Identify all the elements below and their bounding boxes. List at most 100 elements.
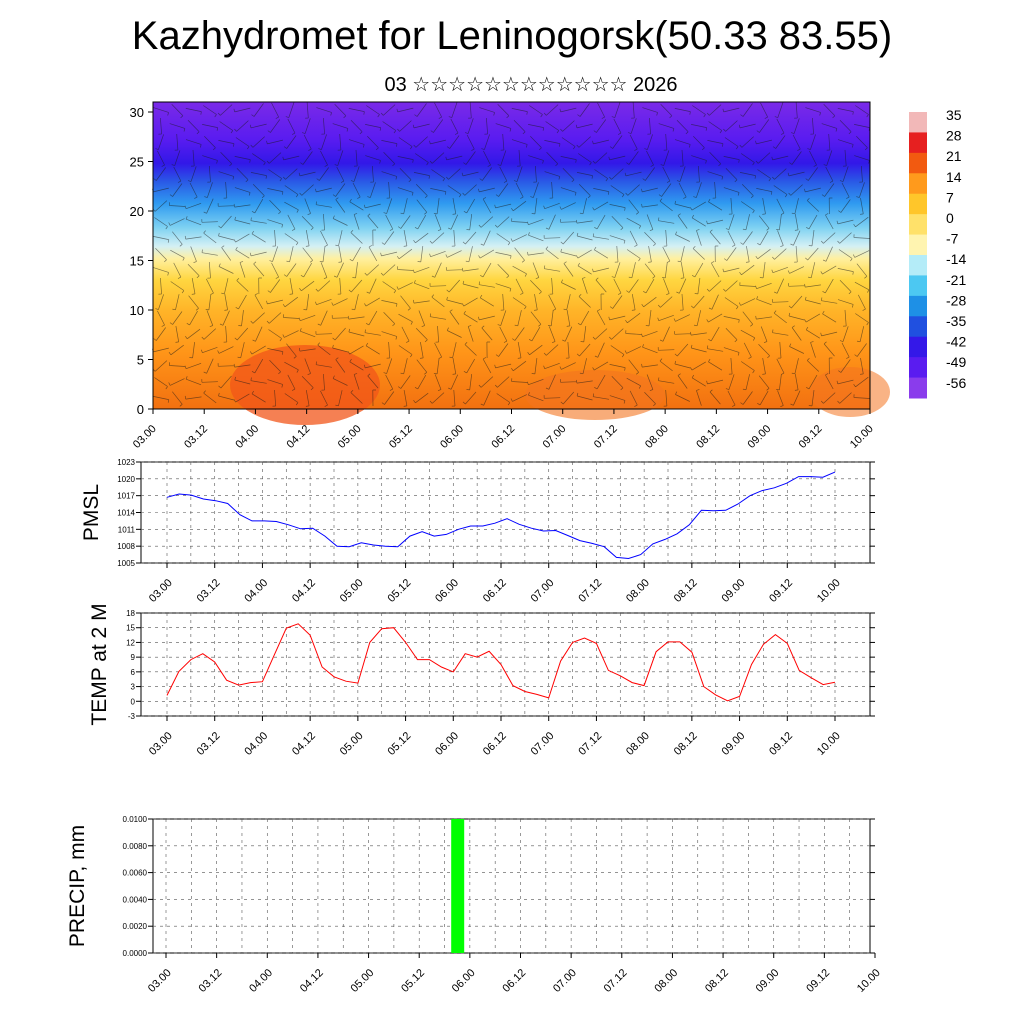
pmsl-y-axis-label: PMSL [80, 484, 103, 541]
colorbar-label: 14 [946, 169, 962, 185]
heatmap-x-tick-label: 03.12 [182, 423, 210, 451]
chart-subtitle: 03 ☆☆☆☆☆☆☆☆☆☆☆☆ 2026 [384, 74, 678, 96]
pmsl-y-tick-label: 1011 [118, 525, 136, 534]
colorbar-swatch [909, 295, 927, 317]
heatmap-y-tick-label: 30 [130, 105, 144, 120]
colorbar-swatch [909, 234, 927, 256]
temp-x-tick-label: 06.00 [433, 730, 461, 758]
precip-x-tick-label: 09.12 [804, 967, 832, 995]
temp-y-tick-label: 9 [131, 653, 136, 662]
colorbar-swatch [909, 214, 927, 236]
colorbar-label: 21 [946, 148, 962, 164]
pmsl-x-tick-label: 08.00 [624, 577, 652, 605]
precip-frame [152, 818, 871, 954]
warm-surface-blob [230, 345, 380, 425]
colorbar-label: -21 [946, 272, 966, 288]
precip-x-tick-label: 06.00 [450, 967, 478, 995]
pmsl-x-tick-label: 09.00 [719, 577, 747, 605]
heatmap-x-tick-label: 07.00 [541, 423, 569, 451]
colorbar-swatch [909, 275, 927, 297]
precip-x-tick-label: 03.00 [146, 967, 174, 995]
pmsl-x-tick-label: 10.00 [815, 577, 843, 605]
wind-barb-lines [152, 101, 871, 408]
colorbar-swatch [909, 377, 927, 399]
temp-y-tick-label: 12 [126, 638, 135, 647]
heatmap-y-tick-label: 15 [130, 254, 144, 269]
temp-x-tick-label: 09.00 [719, 730, 747, 758]
precip-y-tick-label: 0.0040 [123, 895, 148, 904]
precip-y-tick-label: 0.0020 [123, 922, 148, 931]
colorbar-label: 0 [946, 210, 954, 226]
temp-x-tick-label: 09.12 [767, 730, 795, 758]
colorbar-swatch [909, 152, 927, 174]
colorbar-swatch [909, 357, 927, 379]
temp-y-tick-label: 6 [131, 668, 136, 677]
temp-y-tick-label: 18 [126, 609, 135, 618]
colorbar-label: -14 [946, 251, 966, 267]
colorbar-label: -56 [946, 375, 966, 391]
heatmap-x-tick-label: 06.00 [438, 423, 466, 451]
pmsl-x-tick-label: 05.12 [385, 577, 413, 605]
temp-y-axis-label: TEMP at 2 M [88, 603, 111, 725]
warm-surface-blob [525, 370, 665, 420]
precip-bar [451, 819, 465, 953]
precip-x-tick-label: 06.12 [500, 967, 528, 995]
heatmap-y-tick-label: 25 [130, 155, 144, 170]
precip-x-tick-label: 10.00 [855, 967, 883, 995]
pmsl-series-line [166, 471, 836, 560]
precip-x-tick-label: 09.00 [754, 967, 782, 995]
chart-title: Kazhydromet for Leninogorsk(50.33 83.55) [131, 14, 893, 58]
pmsl-x-tick-label: 09.12 [767, 577, 795, 605]
pmsl-y-tick-label: 1017 [117, 492, 135, 501]
colorbar-label: -7 [946, 231, 959, 247]
colorbar-swatch [909, 112, 927, 133]
pmsl-y-tick-label: 1008 [117, 542, 135, 551]
pmsl-x-tick-label: 06.00 [433, 577, 461, 605]
colorbar-swatch [909, 336, 927, 358]
temp-grid [141, 612, 870, 717]
precip-grid [153, 818, 870, 954]
colorbar-label: -28 [946, 292, 966, 308]
temp-x-tick-label: 03.00 [147, 730, 175, 758]
heatmap-x-tick-label: 07.12 [592, 423, 620, 451]
heatmap-x-tick-label: 04.12 [285, 423, 313, 451]
colorbar-label: 7 [946, 189, 954, 205]
precip-x-tick-label: 03.12 [197, 967, 225, 995]
colorbar-swatch [909, 193, 927, 215]
precip-x-tick-label: 08.00 [652, 967, 680, 995]
temp-x-tick-label: 04.12 [290, 730, 318, 758]
temp-x-tick-label: 03.12 [195, 730, 223, 758]
pmsl-x-tick-label: 03.00 [147, 577, 175, 605]
temp-x-tick-label: 05.12 [385, 730, 413, 758]
colorbar-label: 28 [946, 128, 962, 144]
temp-x-tick-label: 08.12 [672, 730, 700, 758]
temp-y-tick-label: -3 [128, 712, 136, 721]
heatmap-x-tick-label: 09.00 [745, 423, 773, 451]
pmsl-x-tick-label: 03.12 [195, 577, 223, 605]
pmsl-y-tick-label: 1020 [117, 475, 135, 484]
heatmap-x-tick-label: 05.00 [336, 423, 364, 451]
colorbar-swatch [909, 173, 927, 195]
colorbar-swatch [909, 132, 927, 154]
heatmap-x-tick-label: 06.12 [489, 423, 517, 451]
precip-x-tick-label: 08.12 [703, 967, 731, 995]
wind-barbs [152, 101, 871, 408]
temp-y-tick-label: 0 [131, 697, 136, 706]
precip-x-tick-label: 07.00 [551, 967, 579, 995]
colorbar-label: -35 [946, 313, 966, 329]
temp-x-tick-label: 10.00 [815, 730, 843, 758]
pmsl-x-tick-label: 05.00 [338, 577, 366, 605]
precip-x-tick-label: 07.12 [602, 967, 630, 995]
colorbar-swatch [909, 316, 927, 338]
precip-x-tick-label: 04.00 [247, 967, 275, 995]
heatmap-y-tick-label: 5 [137, 353, 144, 368]
heatmap-y-tick-label: 10 [130, 303, 144, 318]
precip-y-tick-label: 0.0000 [123, 949, 148, 958]
precip-y-tick-label: 0.0080 [123, 842, 148, 851]
precip-x-tick-label: 04.12 [298, 967, 326, 995]
pmsl-grid [141, 461, 870, 564]
heatmap-x-tick-label: 09.12 [797, 423, 825, 451]
pmsl-y-tick-label: 1014 [117, 509, 135, 518]
precip-x-tick-label: 05.12 [399, 967, 427, 995]
